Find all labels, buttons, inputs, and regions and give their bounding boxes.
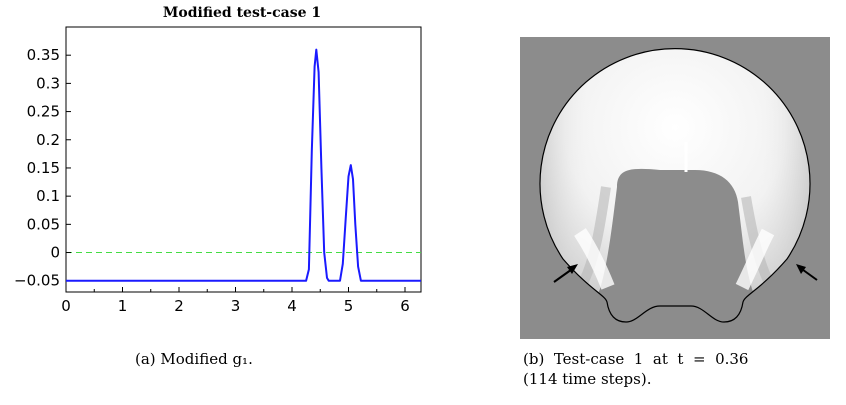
y-tick-label: −0.05: [14, 272, 60, 290]
y-tick-label: 0.1: [36, 187, 60, 205]
chart-title: Modified test-case 1: [163, 5, 321, 21]
x-tick-label: 6: [400, 297, 410, 315]
y-tick-label: 0.2: [36, 131, 60, 149]
x-tick-label: 2: [174, 297, 184, 315]
series-line: [66, 48, 421, 282]
drop-outline: [539, 48, 811, 323]
x-tick-label: 5: [344, 297, 354, 315]
simulation-image: [520, 37, 830, 339]
x-tick-label: 0: [61, 297, 71, 315]
plot-frame: [65, 26, 422, 293]
y-tick-label: 0.15: [27, 159, 60, 177]
y-tick-label: 0.25: [27, 103, 60, 121]
line-chart: Modified test-case 1 0 1 2 3 4 5 6−0.0500.050.…: [14, 5, 422, 315]
caption-b-line1: (b) Test-case 1 at t = 0.36: [523, 350, 749, 368]
x-tick-label: 4: [287, 297, 297, 315]
y-tick-label: 0.3: [36, 74, 60, 92]
y-tick-label: 0.35: [27, 46, 60, 64]
y-tick-label: 0.05: [27, 215, 60, 233]
y-tick-label: 0: [50, 244, 60, 262]
inner-gray-region: [580, 168, 770, 323]
x-tick-label: 1: [118, 297, 128, 315]
bright-spot-left: [574, 228, 615, 290]
caption-b: (b) Test-case 1 at t = 0.36 (114 time st…: [523, 349, 838, 389]
bright-spot-right: [735, 228, 775, 291]
arrow-left: [553, 264, 578, 283]
caption-b-line2: (114 time steps).: [523, 370, 652, 388]
arrow-right: [796, 264, 818, 281]
caption-a: (a) Modified g₁.: [135, 350, 253, 368]
x-tick-label: 3: [231, 297, 241, 315]
